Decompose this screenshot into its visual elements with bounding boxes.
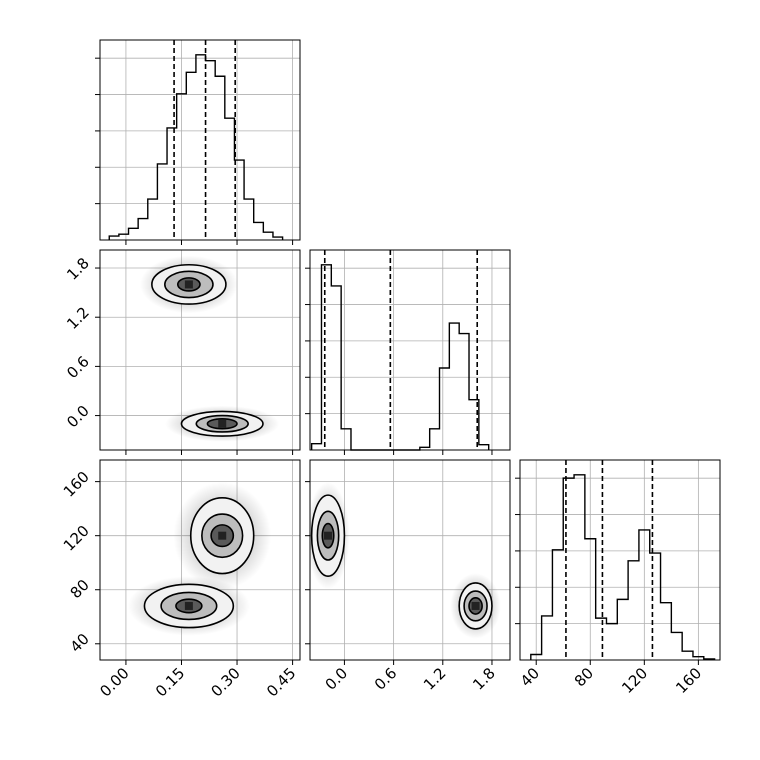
x-tick-label: 0.15	[152, 664, 188, 700]
y-tick-label: 0.0	[63, 402, 93, 432]
axes-frame	[519, 459, 721, 661]
density-layer	[127, 482, 272, 636]
hist-panel-2	[305, 249, 511, 455]
y-tick-label: 40	[67, 630, 93, 656]
axes-frame	[309, 249, 511, 451]
density-peak	[324, 531, 333, 540]
x-tick-label: 80	[571, 664, 597, 690]
histogram-step	[310, 264, 490, 451]
density-layer	[310, 482, 501, 639]
x-tick-label: 0.6	[371, 664, 401, 694]
hist-panel-3: 40 80 120 160	[515, 459, 721, 697]
y-tick-label: 80	[67, 576, 93, 602]
x-tick-label: 120	[618, 664, 651, 697]
hist-panel-1	[95, 39, 301, 245]
axes-frame	[309, 459, 511, 661]
density-panel-2-3: 0.0 0.6 1.2 1.8	[305, 459, 511, 694]
density-peak	[218, 531, 227, 540]
x-tick-label: 0.45	[263, 664, 299, 700]
density-panel-1-2: 0.0 0.6 1.2 1.8	[63, 249, 301, 455]
axes-frame	[99, 39, 301, 241]
x-tick-label: 160	[672, 664, 705, 697]
density-layer	[140, 255, 280, 442]
histogram-step	[108, 54, 284, 240]
x-tick-label: 1.2	[420, 664, 450, 694]
density-peak	[184, 280, 193, 289]
y-tick-label: 120	[60, 522, 93, 555]
density-peak	[184, 601, 193, 610]
histogram-step	[530, 474, 716, 660]
x-tick-label: 0.0	[322, 664, 352, 694]
axes-frame	[99, 459, 301, 661]
density-panel-1-3: 40 80 120 160 0.00 0.15 0.30 0.45	[60, 459, 301, 700]
density-peak	[218, 419, 227, 428]
y-tick-label: 1.8	[63, 254, 93, 284]
y-tick-label: 0.6	[63, 352, 93, 382]
x-tick-label: 0.30	[208, 664, 244, 700]
x-tick-label: 40	[517, 664, 543, 690]
y-tick-label: 1.2	[63, 303, 93, 333]
axes-frame	[99, 249, 301, 451]
x-tick-label: 0.00	[96, 664, 132, 700]
x-tick-label: 1.8	[469, 664, 499, 694]
y-tick-label: 160	[60, 468, 93, 501]
density-peak	[471, 601, 480, 610]
